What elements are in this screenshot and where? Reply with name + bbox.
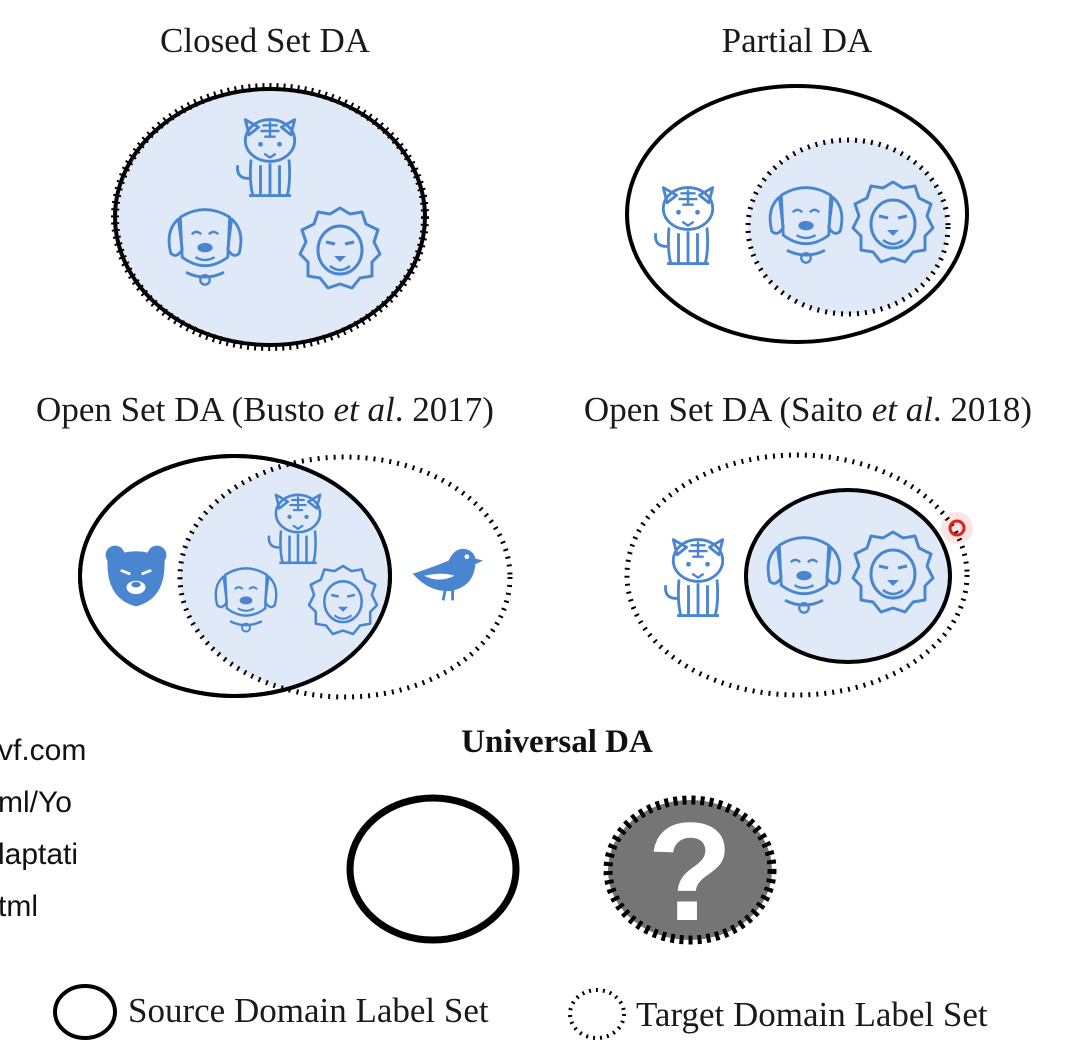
unknown-question-icon: ? xyxy=(647,793,733,950)
side-text-line-4: tml xyxy=(0,890,38,923)
side-text-line-1: vf.com xyxy=(0,734,86,767)
saito-source-circle xyxy=(744,488,952,664)
partial-target-circle xyxy=(745,137,951,317)
closed-set-target-circle xyxy=(111,83,429,351)
universal-title: Universal DA xyxy=(461,724,653,760)
partial-title: Partial DA xyxy=(722,21,873,60)
pointer-cursor-icon xyxy=(948,519,966,537)
universal-target-circle xyxy=(603,795,777,945)
open-set-busto-title: Open Set DA (Busto et al. 2017) xyxy=(36,390,494,429)
side-text-line-3: laptati xyxy=(0,838,78,871)
busto-target-circle xyxy=(177,454,513,700)
legend-target-label: Target Domain Label Set xyxy=(636,995,988,1034)
partial-source-circle xyxy=(625,84,969,344)
legend-source-swatch xyxy=(53,984,117,1040)
universal-source-circle xyxy=(346,794,520,944)
busto-source-outline xyxy=(78,454,392,698)
tiger-icon xyxy=(664,538,725,618)
legend-source-label: Source Domain Label Set xyxy=(128,991,489,1030)
bird-icon xyxy=(411,547,485,602)
pointer-glow xyxy=(941,512,973,544)
closed-set-title: Closed Set DA xyxy=(160,21,371,60)
saito-target-circle xyxy=(624,452,970,698)
legend-target-swatch xyxy=(568,988,626,1040)
open-set-saito-title: Open Set DA (Saito et al. 2018) xyxy=(584,390,1032,429)
busto-overlap-region xyxy=(180,457,390,696)
side-text-line-2: ml/Yo xyxy=(0,786,72,819)
tiger-icon xyxy=(654,186,715,266)
